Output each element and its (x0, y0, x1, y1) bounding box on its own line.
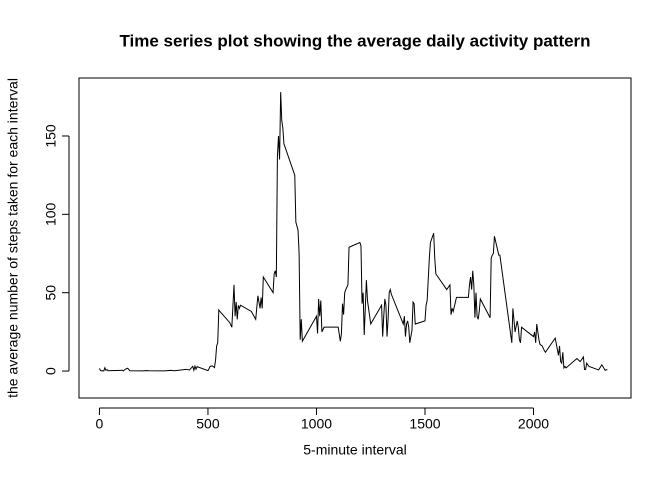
x-tick-label: 0 (96, 416, 104, 432)
x-tick-label: 1500 (409, 416, 440, 432)
chart-title: Time series plot showing the average dai… (119, 31, 590, 50)
x-tick-label: 1000 (301, 416, 332, 432)
plot-box (78, 77, 632, 399)
y-tick-label: 150 (43, 124, 59, 148)
series-line (98, 92, 608, 373)
y-tick-label: 100 (43, 202, 59, 226)
y-tick-label: 0 (43, 367, 59, 375)
y-axis-label: the average number of steps taken for ea… (5, 78, 21, 398)
x-axis-label: 5-minute interval (303, 442, 407, 458)
x-tick-label: 2000 (518, 416, 549, 432)
x-tick-label: 500 (196, 416, 220, 432)
y-tick-label: 50 (43, 285, 59, 301)
